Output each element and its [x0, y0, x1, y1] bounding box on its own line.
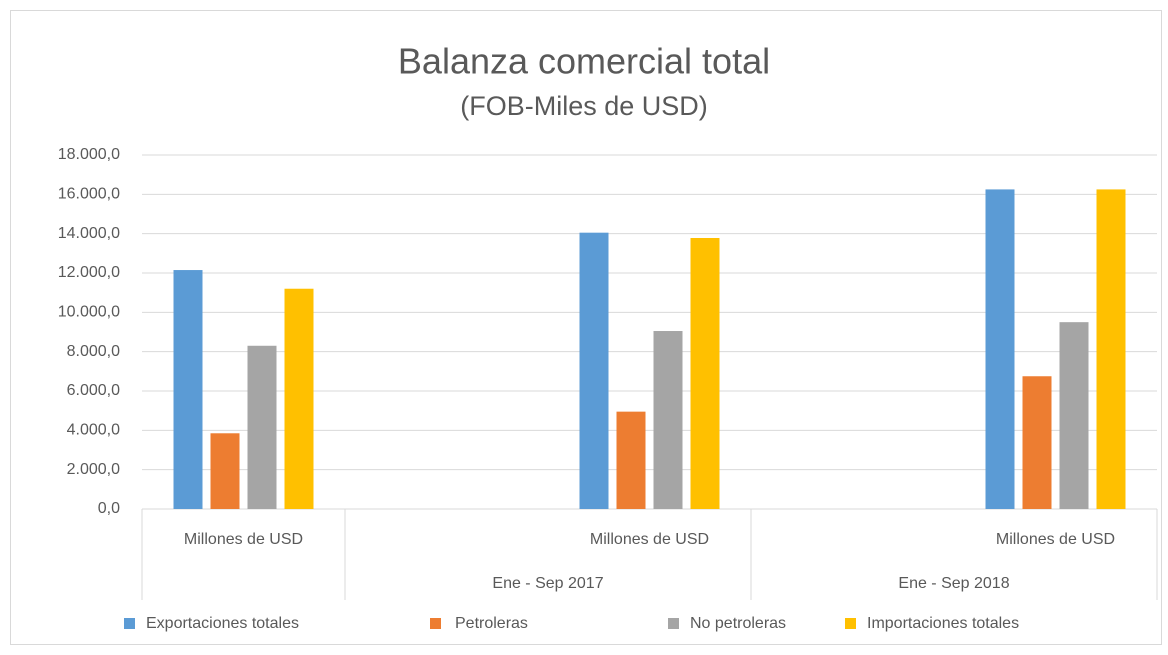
- y-tick-label: 18.000,0: [58, 146, 120, 163]
- legend-label: Petroleras: [455, 615, 528, 632]
- x-tick-label: Millones de USD: [996, 531, 1115, 548]
- legend-label: Importaciones totales: [867, 615, 1019, 632]
- legend-swatch: [845, 618, 856, 629]
- y-tick-label: 8.000,0: [67, 343, 120, 360]
- legend-swatch: [668, 618, 679, 629]
- bar: [210, 433, 240, 509]
- legend-swatch: [430, 618, 441, 629]
- bar: [690, 237, 720, 509]
- x-tick-label: Millones de USD: [184, 531, 303, 548]
- bar: [284, 288, 314, 509]
- bar: [1022, 376, 1052, 509]
- legend-label: Exportaciones totales: [146, 615, 299, 632]
- bar: [616, 411, 646, 509]
- bar: [985, 189, 1015, 509]
- x-tick-label: Millones de USD: [590, 531, 709, 548]
- x-group-label: Ene - Sep 2018: [898, 575, 1009, 592]
- chart-title: Balanza comercial total: [398, 41, 770, 82]
- y-tick-label: 16.000,0: [58, 186, 120, 203]
- legend-label: No petroleras: [690, 615, 786, 632]
- y-tick-label: 6.000,0: [67, 382, 120, 399]
- x-group-label: Ene - Sep 2017: [492, 575, 603, 592]
- legend-swatch: [124, 618, 135, 629]
- bar: [1096, 189, 1126, 509]
- y-tick-label: 10.000,0: [58, 304, 120, 321]
- bar: [173, 270, 203, 509]
- chart-subtitle: (FOB-Miles de USD): [460, 91, 708, 121]
- y-tick-label: 4.000,0: [67, 422, 120, 439]
- bar: [653, 331, 683, 509]
- bar: [247, 345, 277, 509]
- y-tick-label: 2.000,0: [67, 461, 120, 478]
- bar: [1059, 322, 1089, 509]
- y-tick-label: 12.000,0: [58, 264, 120, 281]
- y-tick-label: 0,0: [98, 500, 120, 517]
- bar: [579, 232, 609, 509]
- y-tick-label: 14.000,0: [58, 225, 120, 242]
